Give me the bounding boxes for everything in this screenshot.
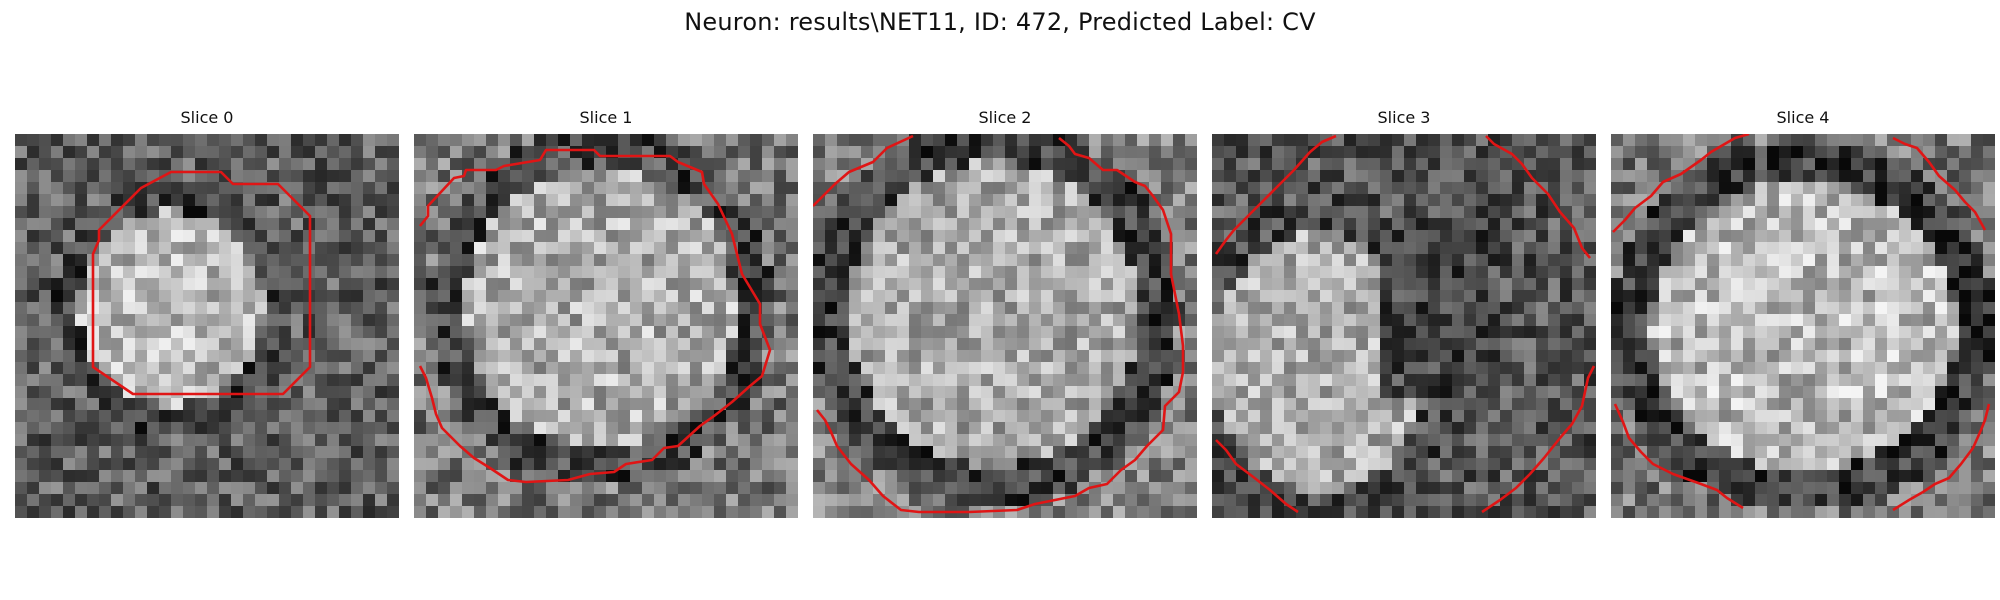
contour-line: [1613, 403, 1744, 510]
slice-panel-2: Slice 2: [813, 108, 1197, 518]
contour-line: [91, 170, 312, 396]
slice-title-0: Slice 0: [180, 108, 234, 127]
slice-title-4: Slice 4: [1776, 108, 1830, 127]
slice-panel-0: Slice 0: [15, 108, 399, 518]
slice-title-2: Slice 2: [978, 108, 1032, 127]
slice-image-4: [1611, 134, 1995, 518]
slice-image-3: [1212, 134, 1596, 518]
contour-line: [1892, 136, 1987, 231]
slice-panel-3: Slice 3: [1212, 108, 1596, 518]
slice-title-1: Slice 1: [579, 108, 633, 127]
slice-panel-1: Slice 1: [414, 108, 798, 518]
slice-pixels: [414, 134, 798, 518]
contour-line: [1481, 365, 1596, 514]
contour-line: [1612, 134, 1750, 233]
contour-line: [1485, 135, 1592, 259]
slice-pixels: [813, 134, 1197, 518]
contour-line: [1215, 439, 1299, 514]
slice-panel-4: Slice 4: [1611, 108, 1995, 518]
slice-title-3: Slice 3: [1377, 108, 1431, 127]
slice-pixels: [15, 134, 399, 518]
contour-line: [1214, 134, 1337, 255]
slice-image-1: [414, 134, 798, 518]
contour-line: [815, 136, 1185, 514]
slice-pixels: [1212, 134, 1596, 518]
slice-image-2: [813, 134, 1197, 518]
slice-pixels: [1611, 134, 1995, 518]
contour-line: [1892, 403, 1991, 512]
slice-image-0: [15, 134, 399, 518]
contour-line: [813, 134, 914, 207]
figure-title: Neuron: results\NET11, ID: 472, Predicte…: [684, 8, 1316, 36]
contour-line: [418, 148, 772, 484]
